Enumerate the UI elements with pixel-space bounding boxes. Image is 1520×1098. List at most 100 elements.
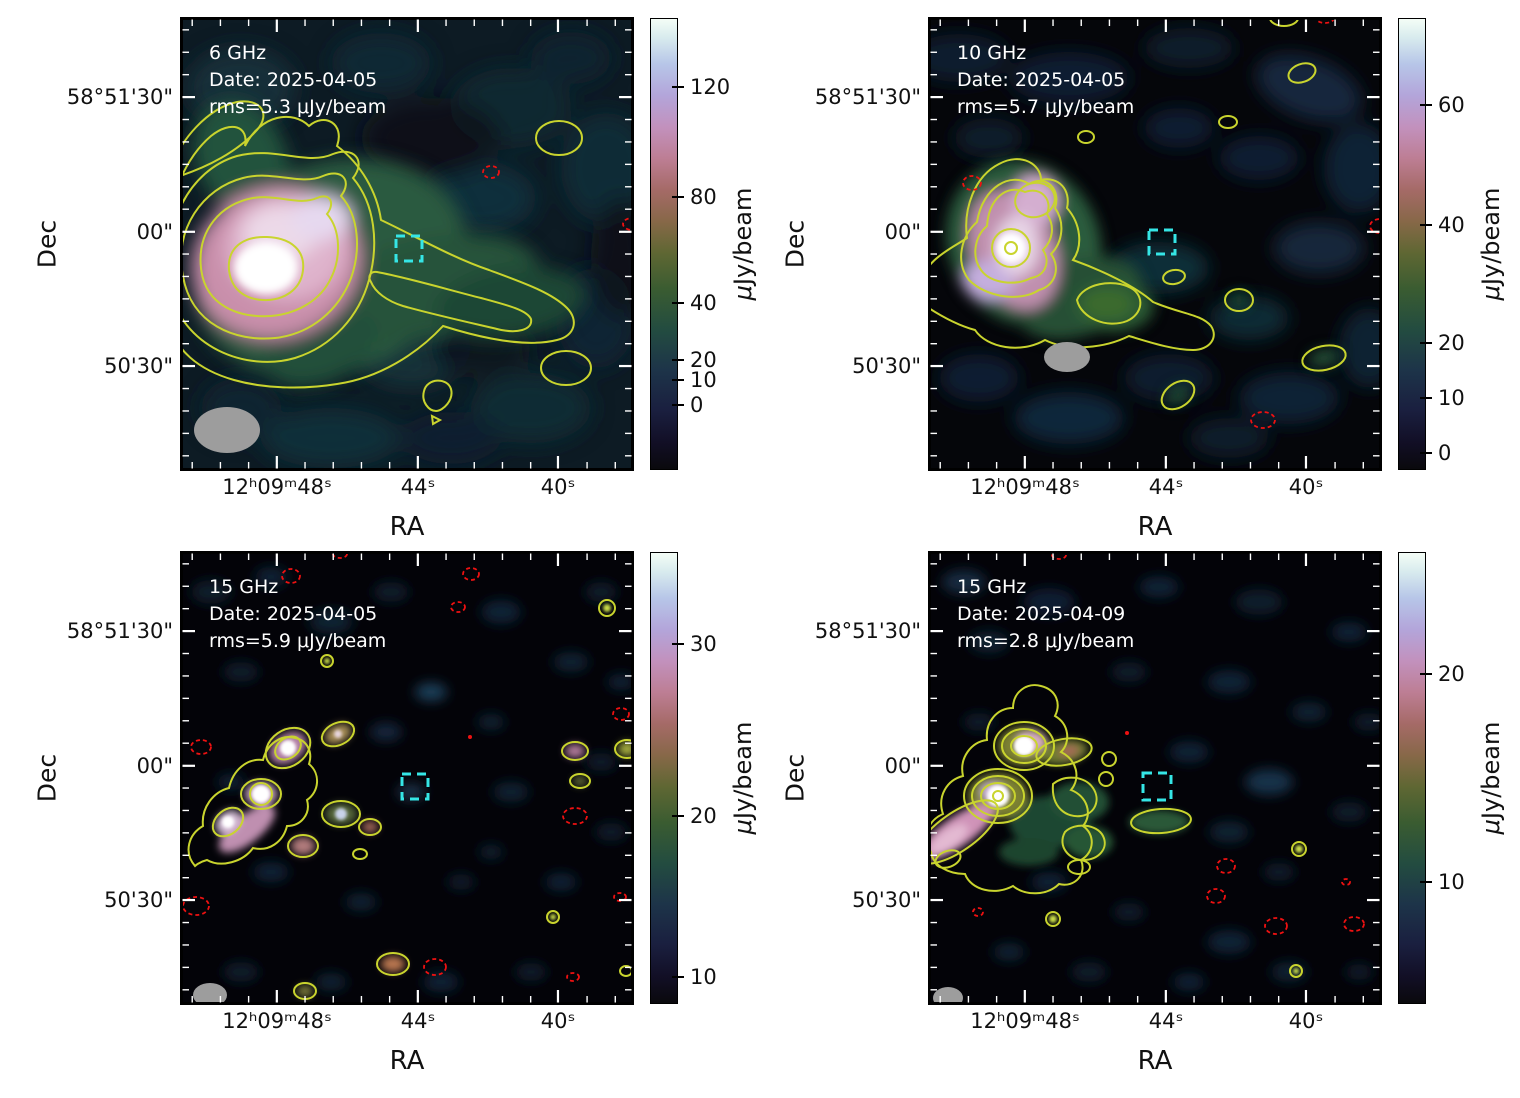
colorbar-unit-label: μJy/beam [729,722,757,835]
frequency-label: 10 GHz [957,42,1027,64]
unit-text: Jy/beam [1477,721,1505,820]
axes-spine [181,552,633,1004]
colorbar-tick-label: 20 [1438,661,1465,686]
background-noise [191,567,633,992]
ra-axis-label: RA [389,1046,425,1076]
axes-spine [929,552,1381,1004]
dec-axis-label: Dec [780,753,810,803]
colorbar-tick-label: 60 [1438,92,1465,117]
positive-contours [929,18,1347,411]
colorbar-tick-label: 20 [690,803,717,828]
colorbar-tick-label: 20 [690,348,717,373]
dec-tick-label: 00" [136,754,173,778]
ra-axis-label: RA [1137,512,1173,542]
mu-symbol: μ [729,819,757,835]
colorbar-unit-label: μJy/beam [1477,188,1505,301]
dec-axis-label: Dec [780,219,810,269]
target-region-box [394,234,424,263]
rms-label: rms=5.9 μJy/beam [209,630,387,652]
dec-tick-label: 58°51'30" [66,85,173,109]
ra-tick-label: 12ʰ09ᵐ48ˢ [970,475,1080,499]
sky-map-10ghz [928,17,1382,471]
colorbar-tick-label: 0 [1438,440,1452,465]
panel-annotation: 6 GHz Date: 2025-04-05 rms=5.3 μJy/beam [209,40,386,121]
ra-axis-label: RA [1137,1046,1173,1076]
dec-tick-label: 50'30" [104,888,173,912]
dec-tick-label: 50'30" [852,888,921,912]
axis-tick-marks [930,19,1380,469]
dec-axis-label: Dec [32,753,62,803]
ra-tick-label: 44ˢ [1148,475,1184,499]
ra-tick-label: 12ʰ09ᵐ48ˢ [970,1009,1080,1033]
colorbar-tick-label: 40 [1438,213,1465,238]
source-emission [215,723,633,997]
ra-tick-label: 44ˢ [1148,1009,1184,1033]
ra-tick-label: 44ˢ [400,475,436,499]
colorbar [1398,552,1426,1004]
panel-annotation: 10 GHz Date: 2025-04-05 rms=5.7 μJy/beam [957,40,1134,121]
panel-15ghz-a: 15 GHz Date: 2025-04-05 rms=5.9 μJy/beam… [33,551,757,1076]
colorbar [1398,18,1426,470]
negative-contours [972,552,1365,935]
colorbar-tick-label: 10 [1438,870,1465,895]
ra-tick-label: 12ʰ09ᵐ48ˢ [222,1009,332,1033]
axis-tick-marks [182,19,632,469]
target-region-box [1147,228,1177,256]
mu-symbol: μ [729,285,757,301]
date-label: Date: 2025-04-05 [957,69,1126,91]
panel-10ghz: 10 GHz Date: 2025-04-05 rms=5.7 μJy/beam… [781,17,1505,542]
unit-text: Jy/beam [729,721,757,820]
colorbar-tick-label: 0 [690,392,704,417]
positive-contours [181,100,592,426]
mu-symbol: μ [1477,285,1505,301]
dec-tick-label: 58°51'30" [814,85,921,109]
dec-tick-label: 50'30" [852,354,921,378]
rms-label: rms=2.8 μJy/beam [957,630,1135,652]
axes-spine [929,18,1381,470]
colorbar-tick-label: 10 [1438,386,1465,411]
source-emission [946,160,1340,405]
colorbar-tick-label: 10 [690,368,717,393]
unit-text: Jy/beam [729,187,757,286]
dec-tick-label: 00" [884,754,921,778]
beam-ellipse [194,407,260,453]
sky-map-15ghz-a [180,551,634,1005]
dec-tick-label: 50'30" [104,354,173,378]
source-cores [222,604,611,920]
colorbar-tick-label: 80 [690,184,717,209]
axes-spine [181,18,633,470]
colorbar-unit-label: μJy/beam [729,188,757,301]
beam-ellipse [1044,342,1090,372]
colorbar-tick-label: 40 [690,290,717,315]
frequency-label: 15 GHz [957,576,1027,598]
colorbar-tick-label: 10 [690,965,717,990]
colorbar-tick-label: 20 [1438,330,1465,355]
sky-map-15ghz-b [928,551,1382,1005]
panel-15ghz-b: 15 GHz Date: 2025-04-09 rms=2.8 μJy/beam… [781,551,1505,1076]
source-emission [929,726,1189,866]
target-region-box [1141,771,1173,802]
colorbar [650,552,678,1004]
map-background [181,552,633,1004]
axis-tick-marks [182,553,632,1003]
negative-contours [182,552,630,982]
date-label: Date: 2025-04-05 [209,603,378,625]
frequency-label: 15 GHz [209,576,279,598]
background-noise [186,32,633,468]
positive-contours [187,599,633,1000]
axis-tick-marks [930,553,1380,1003]
beam-ellipse [193,983,227,1004]
unit-text: Jy/beam [1477,187,1505,286]
ra-axis-label: RA [389,512,425,542]
panel-annotation: 15 GHz Date: 2025-04-05 rms=5.9 μJy/beam [209,574,386,655]
dec-tick-label: 00" [136,220,173,244]
ra-tick-label: 40ˢ [540,1009,576,1033]
ra-tick-label: 40ˢ [540,475,576,499]
background-noise [929,28,1381,458]
date-label: Date: 2025-04-09 [957,603,1126,625]
background-noise [942,570,1381,991]
frequency-label: 6 GHz [209,42,267,64]
dec-axis-label: Dec [32,219,62,269]
date-label: Date: 2025-04-05 [209,69,378,91]
